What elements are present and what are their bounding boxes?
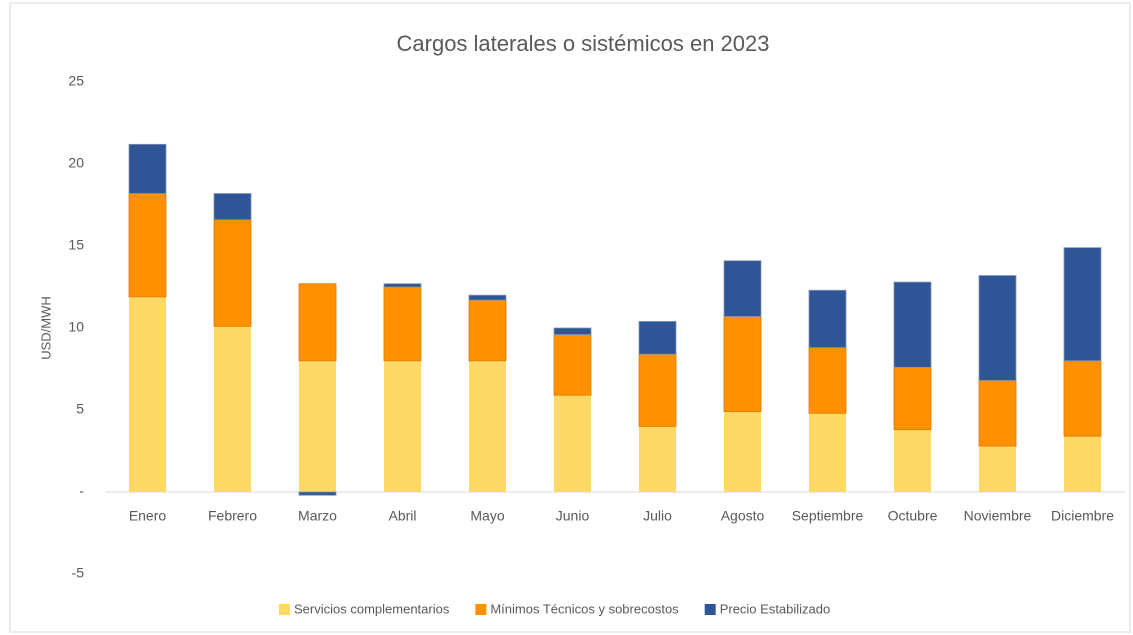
bar-segment [808, 347, 847, 414]
bar-segment [1063, 360, 1102, 437]
x-tick-label: Marzo [298, 508, 337, 524]
bar-segment [978, 380, 1017, 447]
bar-segment [723, 260, 762, 317]
bar-segment [639, 426, 676, 492]
y-tick-label: - [79, 483, 84, 499]
y-tick-label: 15 [68, 237, 84, 253]
bar-segment [638, 353, 677, 427]
bar-segment [469, 360, 506, 492]
x-tick-label: Junio [556, 508, 590, 524]
x-tick-label: Enero [129, 508, 167, 524]
bar-segment [553, 334, 592, 396]
x-tick-label: Septiembre [792, 508, 864, 524]
bar-segment [299, 360, 336, 492]
bar-segment [383, 286, 422, 362]
bar-segment [1063, 247, 1102, 362]
legend-label: Servicios complementarios [294, 601, 450, 616]
y-tick-label: 5 [76, 401, 84, 417]
chart-border [9, 2, 1131, 633]
bar-segment [298, 283, 337, 362]
bar-segment [554, 395, 591, 492]
bar-segment [468, 294, 507, 301]
bar-segment [383, 283, 422, 288]
bar-segment [213, 193, 252, 221]
legend-label: Precio Estabilizado [720, 601, 831, 616]
bar-segment [468, 299, 507, 362]
bar-segment [978, 275, 1017, 381]
legend-label: Mínimos Técnicos y sobrecostos [490, 601, 679, 616]
bar-segment [893, 281, 932, 368]
legend-swatch [279, 604, 290, 615]
legend-swatch [704, 604, 716, 615]
x-tick-label: Diciembre [1051, 508, 1114, 524]
y-tick-label: 25 [68, 73, 84, 89]
bar-segment [894, 429, 931, 492]
y-tick-label: 20 [68, 155, 84, 171]
bar-segment [1064, 436, 1101, 492]
bar-segment [213, 219, 252, 327]
y-tick-label: 10 [68, 319, 84, 335]
bar-segment [384, 360, 421, 492]
bar-segment [128, 193, 167, 298]
y-tick-label: -5 [72, 565, 85, 581]
x-tick-label: Abril [388, 508, 416, 524]
bar-segment [638, 321, 677, 355]
y-axis-label: USD/MWH [38, 296, 53, 360]
x-tick-label: Octubre [888, 508, 938, 524]
x-tick-label: Julio [643, 508, 672, 524]
bar-segment [893, 366, 932, 431]
bar-segment [129, 296, 166, 492]
bar-segment [298, 491, 337, 496]
bar-segment [553, 327, 592, 335]
bar-segment [214, 326, 251, 492]
legend-swatch [475, 604, 487, 615]
x-tick-label: Febrero [208, 508, 257, 524]
x-tick-label: Noviembre [964, 508, 1032, 524]
x-tick-label: Mayo [470, 508, 504, 524]
bar-segment [724, 411, 761, 492]
bar-segment [723, 316, 762, 413]
bar-segment [808, 289, 847, 349]
bar-segment [979, 446, 1016, 492]
x-tick-label: Agosto [721, 508, 765, 524]
chart-title: Cargos laterales o sistémicos en 2023 [397, 31, 770, 56]
bar-segment [809, 413, 846, 492]
bar-segment [128, 143, 167, 194]
